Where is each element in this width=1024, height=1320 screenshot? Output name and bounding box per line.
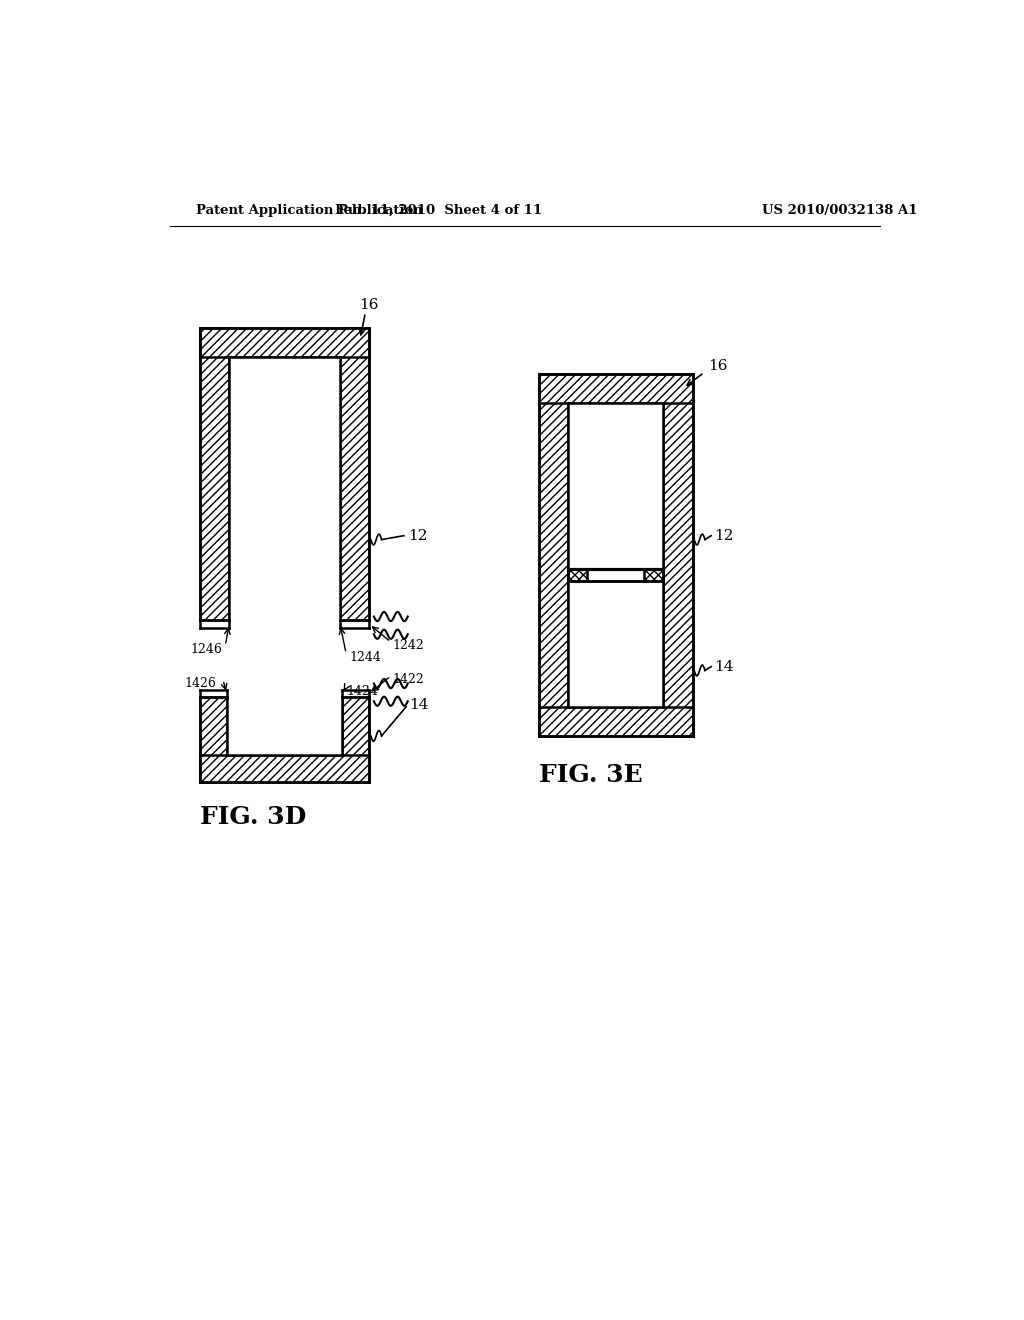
Text: 16: 16 (708, 359, 728, 374)
Bar (568, 569, 587, 581)
Bar (200, 755, 370, 781)
Text: 1246: 1246 (190, 643, 222, 656)
Bar (587, 569, 644, 581)
Text: 1242: 1242 (392, 639, 424, 652)
Bar (664, 374, 692, 737)
Text: US 2010/0032138 A1: US 2010/0032138 A1 (762, 205, 918, 218)
Text: FIG. 3E: FIG. 3E (539, 763, 642, 787)
Bar (200, 327, 370, 358)
Text: 14: 14 (410, 698, 429, 711)
Bar (226, 697, 342, 755)
Bar (539, 374, 692, 404)
Bar (342, 697, 370, 781)
Bar (340, 327, 370, 620)
Bar (539, 706, 692, 737)
Bar (229, 358, 340, 620)
Bar (200, 697, 226, 781)
Text: 1244: 1244 (349, 651, 381, 664)
Text: 16: 16 (359, 298, 379, 312)
Text: 12: 12 (408, 529, 427, 543)
Text: 1424: 1424 (346, 685, 378, 698)
Bar (644, 569, 664, 581)
Text: Patent Application Publication: Patent Application Publication (196, 205, 423, 218)
Bar (568, 404, 664, 706)
Text: 12: 12 (714, 529, 734, 543)
Text: 14: 14 (714, 660, 734, 673)
Text: 1422: 1422 (392, 673, 424, 686)
Bar (539, 374, 568, 737)
Text: 1426: 1426 (184, 677, 216, 690)
Bar (200, 327, 229, 620)
Text: FIG. 3D: FIG. 3D (200, 805, 306, 829)
Text: Feb. 11, 2010  Sheet 4 of 11: Feb. 11, 2010 Sheet 4 of 11 (335, 205, 542, 218)
